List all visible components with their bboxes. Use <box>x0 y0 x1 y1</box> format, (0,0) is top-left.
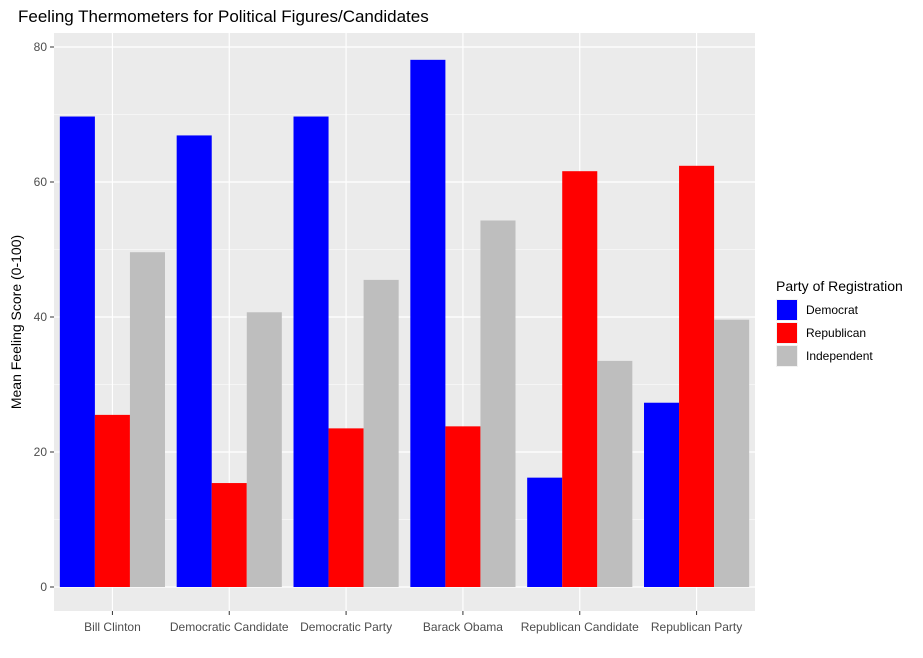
bar <box>293 116 329 588</box>
bar <box>94 414 130 587</box>
bar <box>246 312 282 587</box>
bar <box>328 428 364 587</box>
x-tick-label: Bill Clinton <box>84 620 141 634</box>
bar <box>129 252 165 587</box>
y-tick-label: 80 <box>34 40 48 54</box>
x-axis: Bill Clinton Democratic Candidate Democrat… <box>84 611 742 634</box>
legend: Party of Registration Democrat Republican… <box>776 278 903 367</box>
x-tick-label: Republican Candidate <box>521 620 639 634</box>
bar <box>445 426 481 587</box>
bar <box>644 402 680 587</box>
y-tick-label: 0 <box>40 580 47 594</box>
bar <box>410 59 446 587</box>
bar <box>527 477 563 587</box>
x-tick-label: Barack Obama <box>423 620 503 634</box>
bar <box>176 135 212 588</box>
bars <box>59 59 750 588</box>
bar <box>363 279 399 587</box>
bar <box>562 171 598 587</box>
legend-key <box>777 300 797 320</box>
y-axis: 0 20 40 60 80 <box>34 40 54 594</box>
bar <box>59 116 95 588</box>
legend-label: Independent <box>806 349 873 363</box>
legend-key <box>777 346 797 366</box>
bar <box>679 165 715 588</box>
legend-title: Party of Registration <box>776 278 903 294</box>
x-tick-label: Democratic Candidate <box>170 620 289 634</box>
y-tick-label: 60 <box>34 175 48 189</box>
bar <box>714 319 750 587</box>
chart-title: Feeling Thermometers for Political Figur… <box>18 7 429 26</box>
bar <box>480 220 516 587</box>
y-tick-label: 40 <box>34 310 48 324</box>
bar <box>211 483 247 587</box>
plot-panel <box>54 33 755 611</box>
legend-key <box>777 323 797 343</box>
bar <box>597 360 633 587</box>
y-axis-title: Mean Feeling Score (0-100) <box>8 235 24 409</box>
y-tick-label: 20 <box>34 445 48 459</box>
legend-label: Republican <box>806 326 866 340</box>
x-tick-label: Democratic Party <box>300 620 392 634</box>
legend-label: Democrat <box>806 303 859 317</box>
x-tick-label: Republican Party <box>651 620 742 634</box>
